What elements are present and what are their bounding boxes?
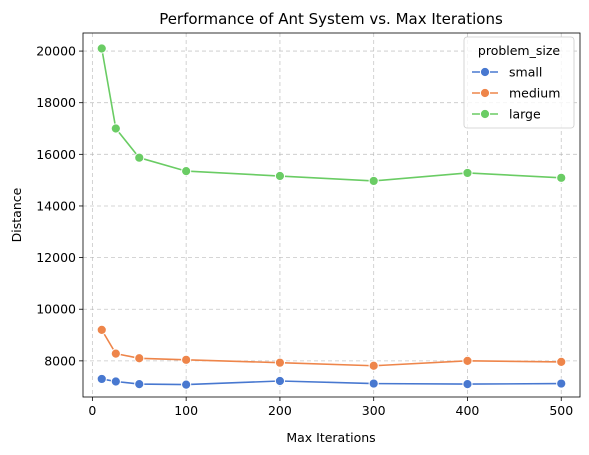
data-point-medium — [368, 360, 379, 371]
y-tick-label: 8000 — [44, 353, 76, 368]
y-tick-label: 10000 — [36, 302, 76, 317]
legend-title: problem_size — [478, 43, 561, 58]
data-point-medium — [274, 357, 286, 368]
data-point-large — [368, 175, 379, 187]
data-point-medium — [556, 356, 567, 367]
data-point-small — [96, 373, 107, 385]
series-line-small — [101, 378, 562, 386]
data-point-medium — [110, 348, 121, 359]
legend-marker — [479, 87, 491, 99]
x-tick-label: 500 — [549, 403, 573, 418]
legend-label: large — [509, 107, 541, 122]
data-point-large — [462, 167, 473, 179]
data-point-large — [96, 43, 107, 54]
data-point-large — [274, 170, 286, 182]
series-medium — [96, 324, 567, 371]
y-tick-label: 14000 — [36, 198, 76, 213]
data-point-small — [368, 378, 379, 389]
data-point-small — [556, 378, 567, 389]
chart-title: Performance of Ant System vs. Max Iterat… — [159, 10, 503, 28]
series-line-medium — [101, 329, 562, 367]
legend: problem_size small medium large — [463, 36, 575, 129]
x-tick-label: 300 — [362, 403, 386, 418]
data-point-medium — [181, 354, 192, 365]
data-point-small — [462, 378, 473, 390]
data-point-large — [181, 166, 192, 177]
y-tick-label: 12000 — [36, 250, 76, 265]
legend-entry-small: small — [472, 65, 542, 80]
data-point-large — [134, 152, 145, 163]
data-point-large — [110, 123, 121, 134]
data-point-small — [274, 375, 286, 387]
x-tick-label: 0 — [88, 403, 96, 418]
y-axis-ticks: 8000 10000 12000 14000 16000 18000 20000 — [36, 44, 83, 368]
y-tick-label: 18000 — [36, 95, 76, 110]
data-point-small — [110, 376, 121, 387]
data-point-small — [181, 379, 192, 390]
data-point-small — [134, 378, 145, 390]
series-large — [96, 43, 567, 187]
y-tick-label: 16000 — [36, 147, 76, 162]
legend-entry-large: large — [472, 107, 541, 122]
y-axis-label: Distance — [9, 187, 24, 242]
legend-entries: small medium large — [472, 65, 560, 122]
x-axis-ticks: 0 100 200 300 400 500 — [88, 397, 573, 418]
data-point-medium — [96, 324, 107, 335]
legend-marker — [479, 66, 491, 78]
x-tick-label: 100 — [174, 403, 198, 418]
x-tick-label: 200 — [268, 403, 292, 418]
legend-label: medium — [509, 86, 560, 101]
data-point-large — [556, 172, 567, 183]
legend-box — [463, 36, 575, 129]
plot-frame — [82, 32, 581, 398]
series-small — [96, 373, 567, 390]
series-line-large — [100, 48, 562, 182]
legend-entry-medium: medium — [472, 86, 560, 101]
series-layer — [96, 43, 567, 390]
legend-label: small — [509, 65, 542, 80]
legend-marker — [479, 108, 491, 120]
data-point-medium — [134, 353, 145, 364]
y-tick-label: 20000 — [36, 44, 76, 59]
x-axis-label: Max Iterations — [286, 430, 375, 445]
data-point-medium — [462, 355, 473, 366]
x-tick-label: 400 — [456, 403, 480, 418]
